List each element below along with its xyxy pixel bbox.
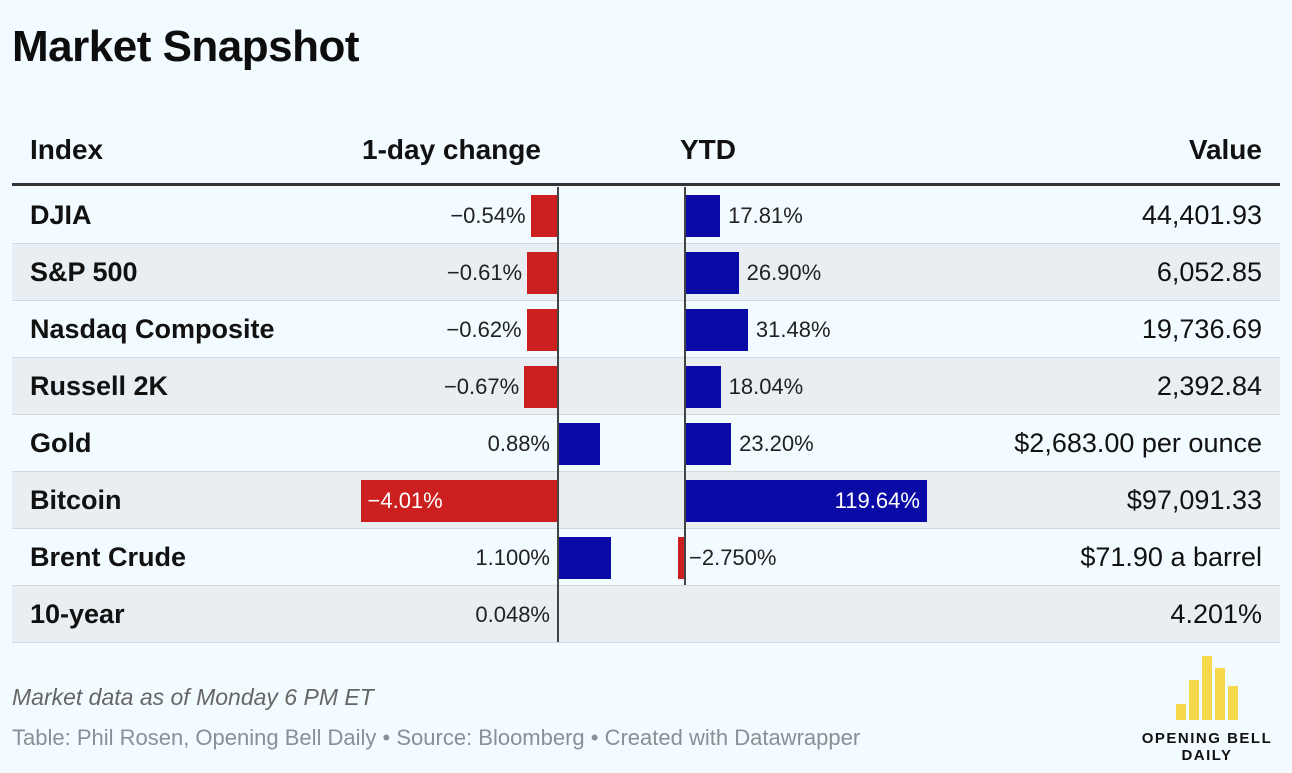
- day-change-label: −0.54%: [450, 203, 526, 228]
- ytd-label: 119.64%: [834, 488, 920, 513]
- day-change-bar: [557, 536, 611, 579]
- row-separator: [12, 300, 1280, 301]
- day-change-bar: [557, 422, 601, 465]
- ytd-label: −2.750%: [689, 545, 777, 570]
- row-index-name: Bitcoin: [30, 485, 122, 515]
- ytd-bar: [684, 308, 748, 351]
- row-index-name: Nasdaq Composite: [30, 314, 275, 344]
- header-1-day-change: 1-day change: [362, 134, 541, 165]
- row-value: $71.90 a barrel: [1080, 542, 1262, 572]
- row-separator: [12, 528, 1280, 529]
- ytd-axis-line: [684, 187, 686, 585]
- row-separator: [12, 642, 1280, 643]
- logo-line-1: OPENING BELL: [1141, 730, 1273, 747]
- table-row: Gold $2,683.00 per ounce: [12, 415, 1280, 472]
- ytd-bar: [684, 365, 721, 408]
- row-index-name: Brent Crude: [30, 542, 187, 572]
- ytd-label: 23.20%: [739, 431, 814, 456]
- table-row: Brent Crude $71.90 a barrel: [12, 529, 1280, 586]
- row-separator: [12, 585, 1280, 586]
- header-rule: [12, 183, 1280, 186]
- row-value: 2,392.84: [1156, 371, 1262, 401]
- header-index: Index: [30, 134, 104, 165]
- row-index-name: S&P 500: [30, 257, 138, 287]
- table-row: DJIA 44,401.93: [12, 187, 1280, 244]
- table-row: Nasdaq Composite 19,736.69: [12, 301, 1280, 358]
- ytd-label: 17.81%: [728, 203, 803, 228]
- ytd-bar: [684, 251, 739, 294]
- ytd-bar: [684, 194, 721, 237]
- logo-line-2: DAILY: [1181, 747, 1233, 764]
- header-ytd: YTD: [680, 134, 736, 165]
- day-change-label: −0.61%: [446, 260, 523, 285]
- row-value: 19,736.69: [1141, 314, 1262, 344]
- day-change-label: 1.100%: [475, 545, 550, 570]
- row-index-name: 10-year: [30, 599, 125, 629]
- row-index-name: Russell 2K: [30, 371, 169, 401]
- table-row: S&P 500 6,052.85: [12, 244, 1280, 301]
- ytd-bar: [678, 536, 684, 579]
- ytd-label: 18.04%: [728, 374, 804, 399]
- row-value: 44,401.93: [1141, 200, 1262, 230]
- ytd-bar: [684, 479, 927, 522]
- row-separator: [12, 357, 1280, 358]
- day-change-bar: [530, 194, 557, 237]
- footnote: Market data as of Monday 6 PM ET: [12, 684, 374, 710]
- ytd-label: 26.90%: [746, 260, 822, 285]
- day-change-bar: [526, 308, 557, 351]
- row-value: 4.201%: [1170, 599, 1262, 629]
- row-value: 6,052.85: [1156, 257, 1262, 287]
- row-value: $97,091.33: [1126, 485, 1262, 515]
- table-row: Bitcoin $97,091.33: [12, 472, 1280, 529]
- credits: Table: Phil Rosen, Opening Bell Daily • …: [12, 725, 861, 750]
- table-row: Russell 2K 2,392.84: [12, 358, 1280, 415]
- day-change-bar: [527, 251, 557, 294]
- day-change-label: 0.88%: [487, 431, 550, 456]
- day-change-label: 0.048%: [475, 602, 550, 627]
- day-change-bar: [360, 479, 557, 522]
- row-index-name: DJIA: [30, 200, 92, 230]
- row-separator: [12, 471, 1280, 472]
- bell-chart-logo-icon: [1176, 656, 1238, 720]
- day-axis-line: [557, 187, 559, 642]
- row-index-name: Gold: [30, 428, 92, 458]
- chart-title: Market Snapshot: [12, 22, 360, 71]
- table-row: 10-year 4.201%: [12, 586, 1280, 643]
- logo-text: OPENING BELL DAILY: [1132, 730, 1282, 764]
- header-value: Value: [1188, 134, 1262, 165]
- row-separator: [12, 243, 1280, 244]
- ytd-label: 31.48%: [755, 317, 831, 342]
- row-separator: [12, 414, 1280, 415]
- day-change-bar: [524, 365, 557, 408]
- row-value: $2,683.00 per ounce: [1014, 428, 1262, 458]
- day-change-label: −0.67%: [443, 374, 520, 399]
- day-change-label: −4.01%: [367, 488, 443, 513]
- day-change-label: −0.62%: [446, 317, 522, 342]
- ytd-bar: [684, 422, 732, 465]
